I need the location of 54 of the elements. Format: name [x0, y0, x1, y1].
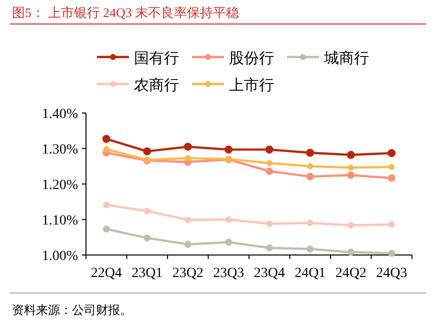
x-tick-label: 23Q4 [254, 266, 285, 281]
chart-title: 图5： 上市银行 24Q3 末不良率保持平稳 [12, 5, 240, 20]
y-tick-label: 1.20% [42, 178, 78, 193]
point [265, 146, 274, 154]
point [388, 164, 395, 170]
point [306, 172, 314, 180]
x-tick-label: 22Q4 [90, 266, 122, 281]
point [307, 163, 314, 170]
point [266, 167, 274, 175]
x-tick-label: 24Q3 [376, 266, 408, 281]
legend-label: 国有行 [134, 50, 179, 67]
point [388, 250, 396, 257]
point [184, 240, 192, 248]
point [184, 155, 191, 162]
point [348, 222, 354, 228]
point [184, 216, 192, 224]
x-tick-label: 23Q1 [132, 266, 163, 281]
point [102, 134, 110, 143]
point [388, 149, 396, 158]
text: 资料来源：公司财报。 [12, 303, 132, 317]
x-tick-label: 24Q2 [335, 266, 366, 281]
point [306, 148, 314, 157]
x-tick-label: 23Q3 [213, 266, 244, 281]
point [266, 220, 273, 228]
y-tick-label: 1.30% [42, 142, 78, 158]
point [144, 208, 150, 214]
point [266, 160, 272, 166]
point [184, 142, 192, 151]
point [103, 202, 110, 208]
legend-label: 上市行 [229, 77, 274, 94]
legend-label: 股份行 [229, 51, 274, 67]
point [102, 226, 110, 233]
y-tick-label: 1.10% [42, 214, 78, 228]
y-tick-label: 1.00% [42, 249, 78, 264]
point [225, 238, 232, 246]
point [266, 244, 273, 252]
point [347, 248, 354, 256]
x-tick-label: 23Q2 [172, 266, 204, 281]
point [103, 146, 110, 152]
legend-label: 城商行 [323, 50, 369, 67]
point [347, 171, 355, 179]
point [348, 164, 354, 171]
point [388, 174, 396, 182]
x-tick-label: 24Q1 [294, 266, 326, 281]
point [143, 147, 152, 156]
y-tick-label: 1.40% [42, 107, 78, 122]
point [346, 150, 355, 159]
point [306, 220, 314, 226]
point [388, 221, 395, 228]
point [144, 234, 151, 242]
legend-label: 农商行 [134, 77, 179, 94]
point [224, 146, 233, 154]
point [306, 245, 314, 252]
point [225, 216, 232, 223]
